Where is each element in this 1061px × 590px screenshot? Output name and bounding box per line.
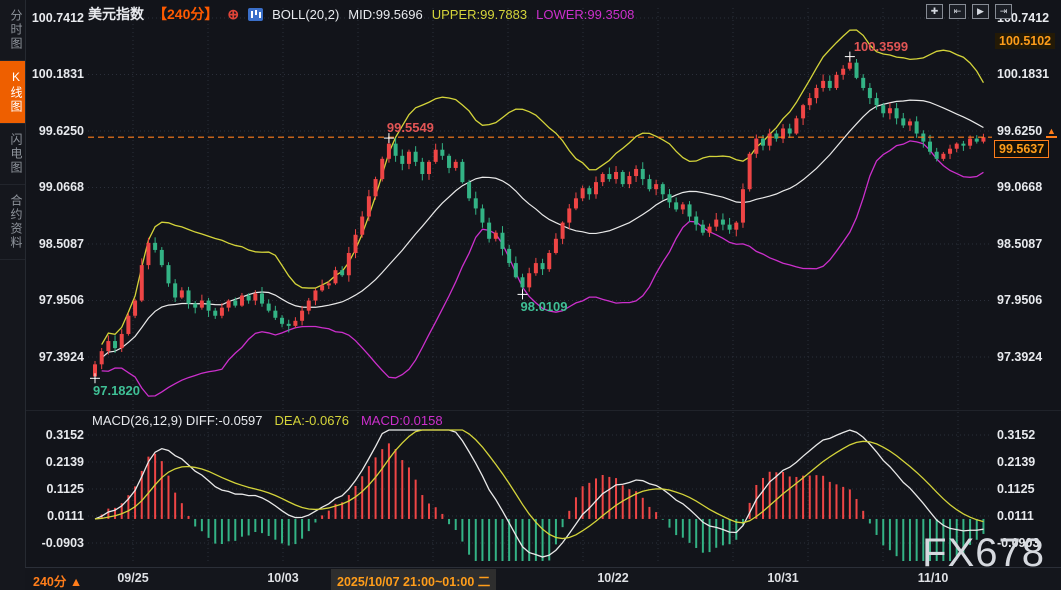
price-axis-label-left: 0.0111 [26,509,84,523]
date-axis-label: 10/31 [767,571,798,585]
panel-separator [26,410,1061,411]
sidebar-tab-contract-info[interactable]: 合约资料 [0,185,25,260]
price-axis-label-left: 0.1125 [26,482,84,496]
add-indicator-icon[interactable]: ⊕ [227,7,239,21]
chart-header: 美元指数 【240分】 ⊕ BOLL(20,2) MID:99.5696 UPP… [88,5,634,23]
price-annotation: 97.1820 [93,383,140,398]
price-axis-label-left: 99.0668 [26,180,84,194]
price-axis-label-right: 97.3924 [997,350,1042,364]
macd-dea-value: DEA:-0.0676 [275,413,349,428]
price-axis-label-right: 0.2139 [997,455,1035,469]
price-axis-label-left: 100.1831 [26,67,84,81]
price-annotation: 99.5549 [387,120,434,135]
boll-lower-value: LOWER:99.3508 [536,7,634,22]
macd-header: MACD(26,12,9) DIFF:-0.0597 DEA:-0.0676 M… [92,413,443,428]
price-annotation: 100.3599 [854,39,908,54]
price-axis-label-right: 97.9506 [997,293,1042,307]
kline-app: 分时图 K线图 闪电图 合约资料 美元指数 【240分】 ⊕ BOLL(20,2… [0,0,1061,590]
date-axis-label: 10/22 [597,571,628,585]
pan-tool-icon[interactable]: ✚ [926,4,943,19]
upper-band-tag: 100.5102 [995,33,1055,49]
current-price-tag: 99.5637 [994,140,1049,158]
time-axis-bar: 240分 ▲ 2025/10/07 21:00~01:00 二 09/25 10/… [25,567,1061,590]
price-axis-label-right: 99.0668 [997,180,1042,194]
period-label[interactable]: 【240分】 [153,4,218,24]
price-axis-label-right: 0.3152 [997,428,1035,442]
boll-mid-value: MID:99.5696 [348,7,422,22]
sidebar: 分时图 K线图 闪电图 合约资料 [0,0,26,590]
fx678-watermark: FX678 [922,531,1045,576]
price-axis-label-left: 98.5087 [26,237,84,251]
price-axis-label-left: 99.6250 [26,124,84,138]
axis-left-icon[interactable]: ⇤ [949,4,966,19]
symbol-title: 美元指数 [88,4,144,24]
chart-canvas[interactable] [0,0,1061,590]
price-axis-label-left: 0.3152 [26,428,84,442]
boll-upper-value: UPPER:99.7883 [432,7,527,22]
price-axis-label-right: 100.1831 [997,67,1049,81]
macd-diff-value: MACD(26,12,9) DIFF:-0.0597 [92,413,263,428]
macd-macd-value: MACD:0.0158 [361,413,443,428]
chart-toolbar: ✚ ⇤ ▶ ⇥ [926,4,1012,19]
price-axis-label-left: 97.9506 [26,293,84,307]
latest-price-arrow-icon[interactable]: ▲ [1046,127,1057,138]
price-axis-label-left: -0.0903 [26,536,84,550]
price-axis-label-right: 99.6250 [997,124,1042,138]
play-icon[interactable]: ▶ [972,4,989,19]
price-annotation: 98.0109 [521,299,568,314]
axis-right-icon[interactable]: ⇥ [995,4,1012,19]
sidebar-tab-lightning[interactable]: 闪电图 [0,124,25,185]
boll-label: BOLL(20,2) [272,7,339,22]
date-axis-label: 10/03 [267,571,298,585]
sidebar-tab-timeline[interactable]: 分时图 [0,0,25,61]
price-axis-label-right: 0.1125 [997,482,1035,496]
date-axis-label: 09/25 [117,571,148,585]
price-axis-label-left: 0.2139 [26,455,84,469]
price-axis-label-right: 0.0111 [997,509,1034,523]
price-axis-label-right: 98.5087 [997,237,1042,251]
period-selector[interactable]: 240分 ▲ [33,571,82,590]
kline-chart-icon[interactable] [248,8,263,21]
price-axis-label-left: 100.7412 [26,11,84,25]
hovered-bar-time: 2025/10/07 21:00~01:00 二 [331,569,496,590]
sidebar-tab-kline[interactable]: K线图 [0,61,25,124]
price-axis-label-left: 97.3924 [26,350,84,364]
